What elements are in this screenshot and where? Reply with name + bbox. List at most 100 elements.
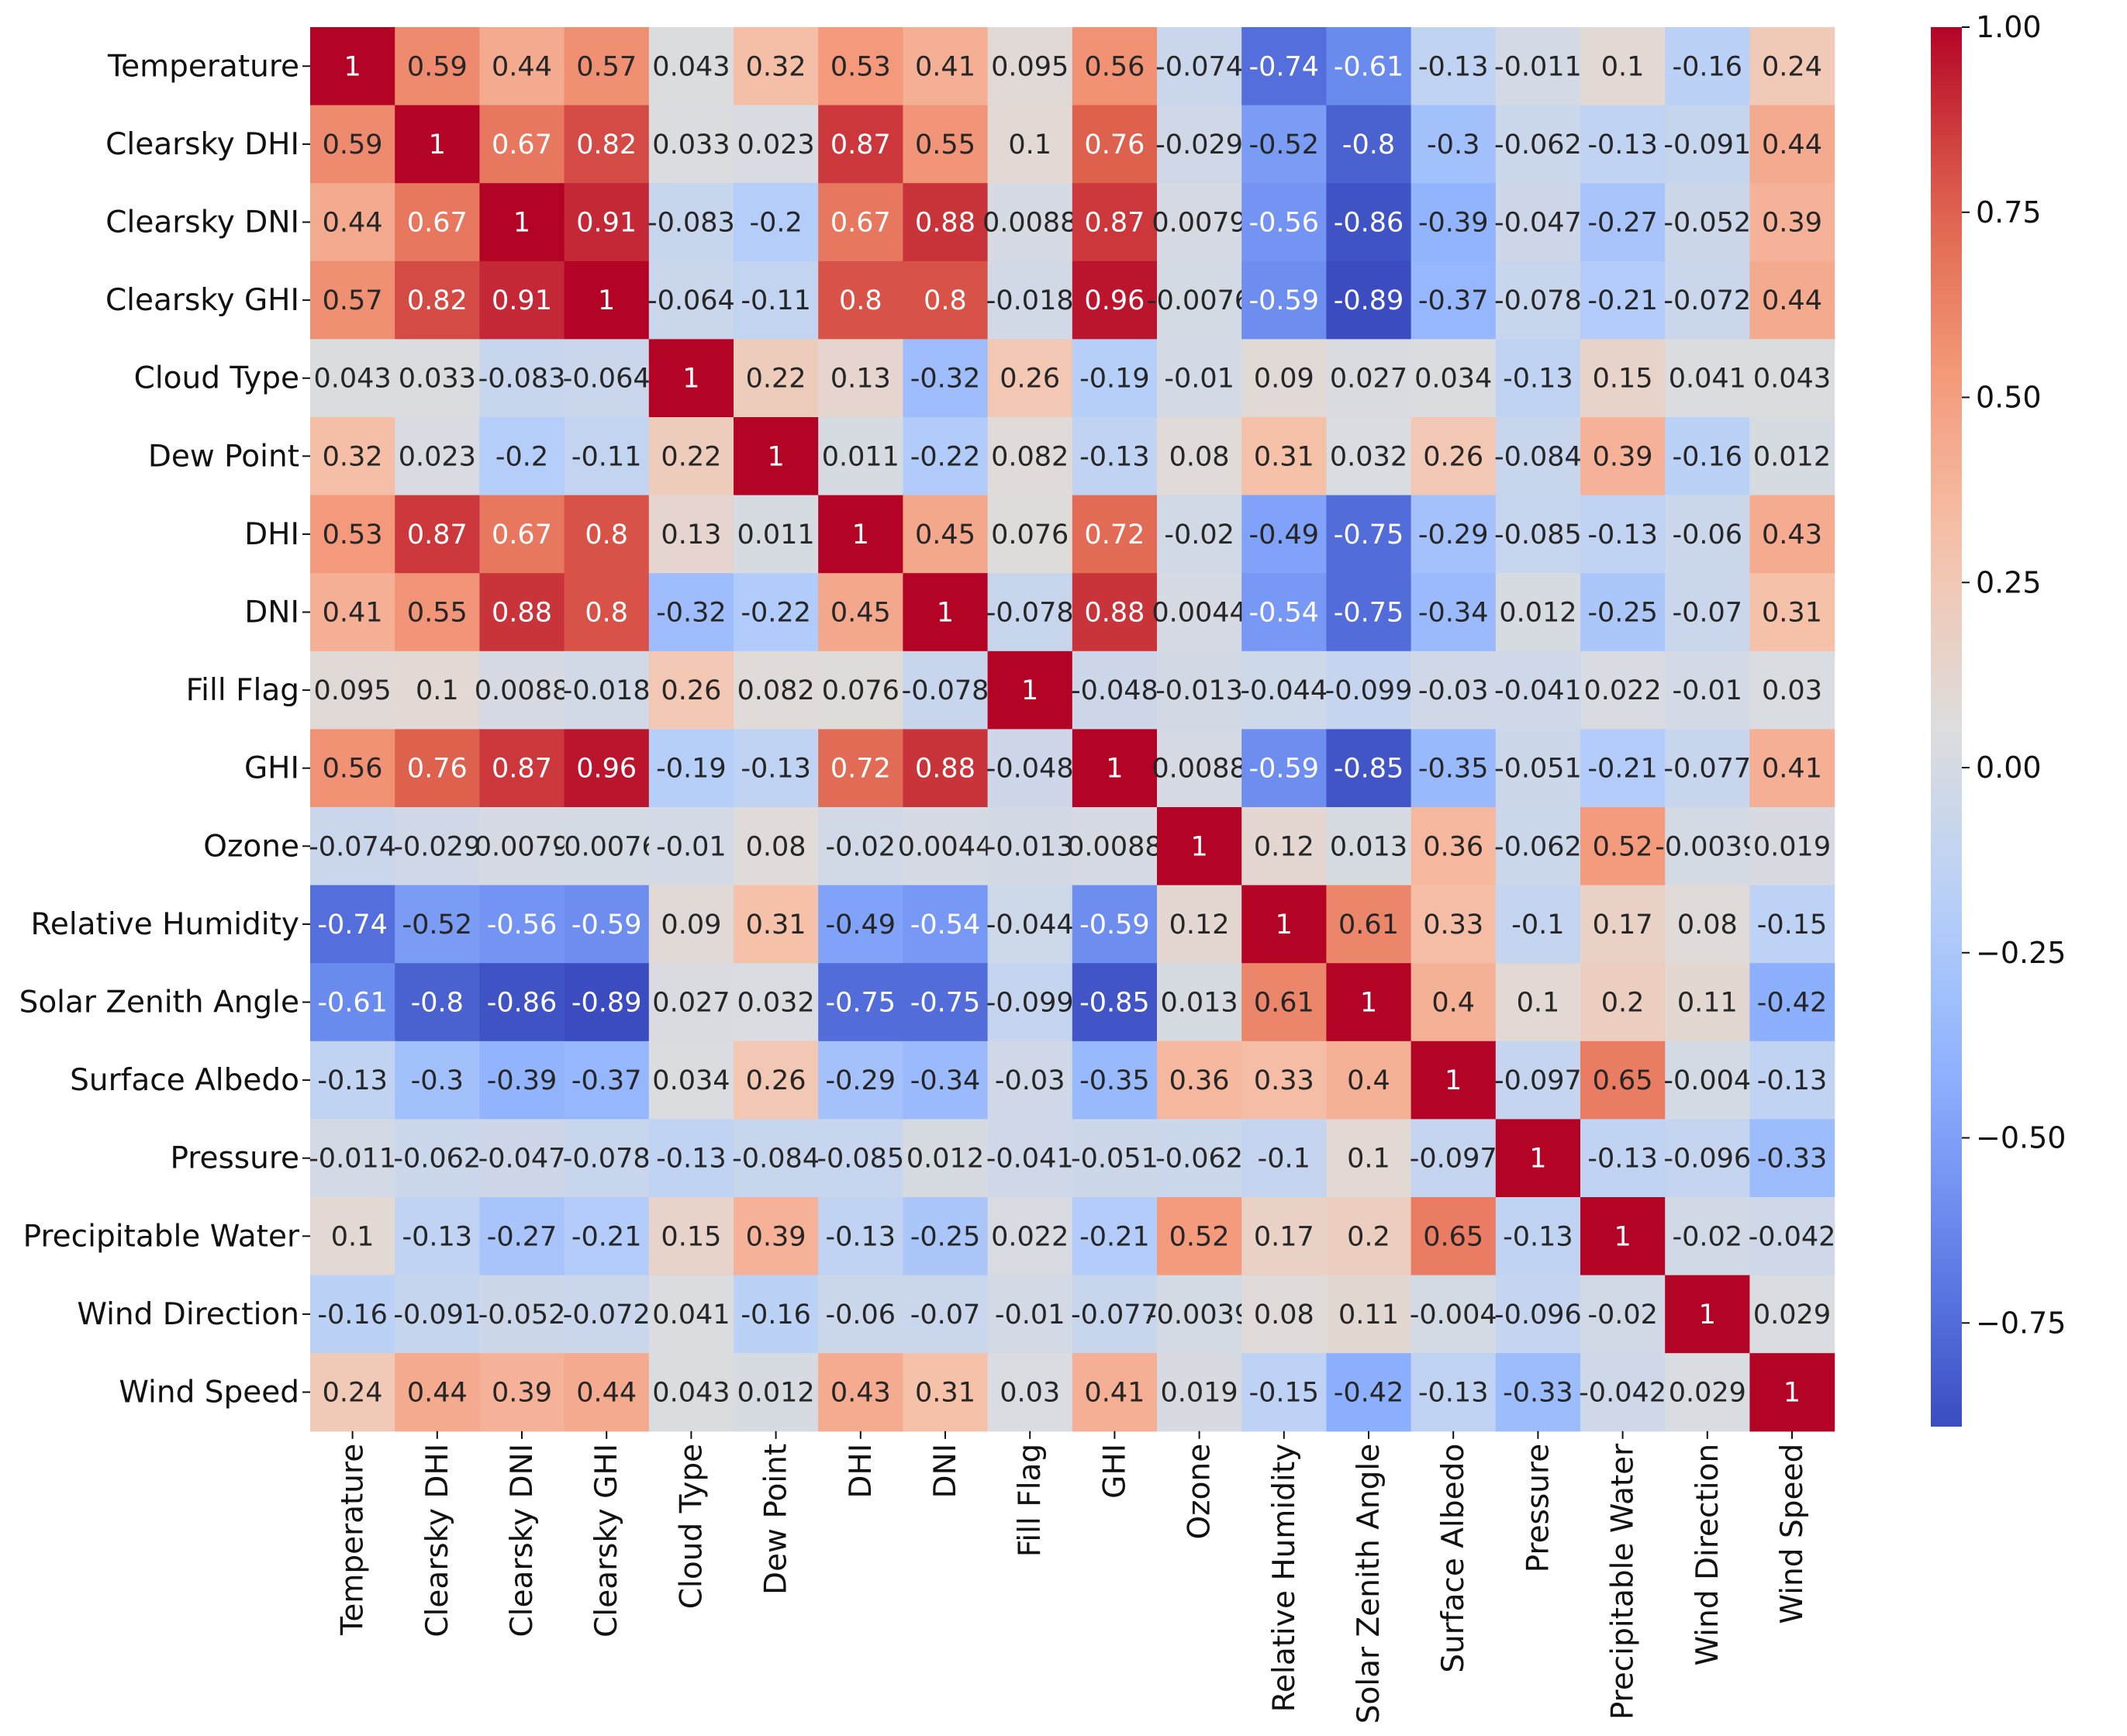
heatmap-cell [310,417,395,496]
cell-value-label: 0.96 [1084,285,1145,316]
cell-value-label: -0.74 [1249,51,1320,82]
cell-value-label: -0.062 [1155,1144,1243,1175]
cell-value-label: -0.047 [478,1144,566,1175]
cell-value-label: -0.19 [656,754,727,785]
cell-value-label: -0.044 [986,909,1074,940]
heatmap-cell [987,105,1073,184]
heatmap-cell [648,27,734,106]
column-label: Clearsky DNI [505,1444,540,1638]
heatmap-cell [395,1041,480,1120]
cell-value-label: 1 [1783,1378,1801,1409]
cell-value-label: 0.44 [407,1378,468,1409]
cell-value-label: -0.064 [647,285,735,316]
cell-value-label: -0.3 [1427,129,1480,160]
heatmap-cell [1411,1041,1497,1120]
heatmap-cell [1072,183,1158,262]
cell-value-label: 0.012 [906,1144,984,1175]
cell-value-label: -0.097 [1494,1065,1582,1096]
cell-value-label: -0.062 [1494,129,1582,160]
heatmap-cell [1411,1197,1497,1276]
heatmap-cell [1326,807,1412,886]
heatmap-cell [1326,1275,1412,1354]
column-label: Wind Direction [1690,1444,1725,1666]
cell-value-label: 0.44 [492,51,552,82]
cell-value-label: 0.91 [492,285,552,316]
cell-value-label: 0.1 [1347,1144,1390,1175]
heatmap-cell [648,183,734,262]
cell-value-label: -0.13 [402,1221,473,1252]
cell-value-label: 0.1 [331,1221,375,1252]
heatmap-cell [1749,417,1835,496]
heatmap-cell [564,27,650,106]
heatmap-cell [1749,1275,1835,1354]
heatmap-cell [1749,105,1835,184]
cell-value-label: 0.027 [652,988,730,1019]
heatmap-cell [310,1119,395,1198]
column-label: DHI [844,1444,879,1499]
row-label: Clearsky DHI [105,127,299,162]
cell-value-label: 0.59 [407,51,468,82]
cell-value-label: -0.74 [317,909,388,940]
cell-value-label: -0.078 [563,1144,651,1175]
cell-value-label: -0.33 [1503,1378,1573,1409]
cell-value-label: -0.078 [902,675,989,706]
cell-value-label: 0.019 [1160,1378,1238,1409]
heatmap-cell [1072,1275,1158,1354]
heatmap-cell [1326,573,1412,652]
heatmap-cell [310,651,395,730]
cell-value-label: 0.31 [915,1378,975,1409]
cell-value-label: 0.41 [915,51,975,82]
heatmap-cell [1665,495,1750,574]
heatmap-cell [479,885,565,964]
cell-value-label: -0.25 [910,1221,981,1252]
cell-value-label: 0.33 [1423,909,1483,940]
cell-value-label: -0.041 [1494,675,1582,706]
cell-value-label: -0.051 [1494,754,1582,785]
heatmap-cell [1665,105,1750,184]
cell-value-label: -0.27 [487,1221,558,1252]
cell-value-label: 0.57 [576,51,637,82]
heatmap-cell [1665,1197,1750,1276]
heatmap-cell [1665,807,1750,886]
column-label: Clearsky DHI [420,1444,455,1638]
cell-value-label: 0.013 [1330,831,1407,862]
cell-value-label: 0.15 [661,1221,721,1252]
heatmap-cell [395,1119,480,1198]
heatmap-cell [1072,573,1158,652]
cell-value-label: -0.004 [1663,1065,1751,1096]
heatmap-cell [1241,1041,1327,1120]
cell-value-label: -0.042 [1579,1378,1666,1409]
heatmap-cell [1749,1197,1835,1276]
cell-value-label: 1 [513,208,530,239]
heatmap-cell [1411,885,1497,964]
heatmap-cell [395,417,480,496]
heatmap-cell [310,963,395,1042]
heatmap-cell [479,651,565,730]
heatmap-cell [479,573,565,652]
cell-value-label: -0.13 [1503,1221,1573,1252]
heatmap-cell [1665,651,1750,730]
cell-value-label: 0.53 [323,519,383,550]
heatmap-cell [1665,27,1750,106]
heatmap-cell [564,1275,650,1354]
cell-value-label: 0.26 [661,675,721,706]
cell-value-label: 0.55 [407,598,468,629]
cell-value-label: 0.67 [492,519,552,550]
heatmap-cell [1326,729,1412,808]
cell-value-label: -0.21 [571,1221,642,1252]
cell-value-label: -0.018 [986,285,1074,316]
cell-value-label: 0.095 [991,51,1069,82]
cell-value-label: 0.22 [661,441,721,472]
cell-value-label: -0.0076 [1147,285,1252,316]
heatmap-cell [310,339,395,418]
heatmap-cell [1072,963,1158,1042]
cell-value-label: 0.09 [1254,364,1314,395]
heatmap-cell [987,729,1073,808]
heatmap-cell [1241,339,1327,418]
heatmap-cell [1241,261,1327,340]
heatmap-cell [564,1197,650,1276]
cell-value-label: 0.44 [323,208,383,239]
cell-value-label: -0.22 [910,441,981,472]
cell-value-label: -0.33 [1757,1144,1828,1175]
